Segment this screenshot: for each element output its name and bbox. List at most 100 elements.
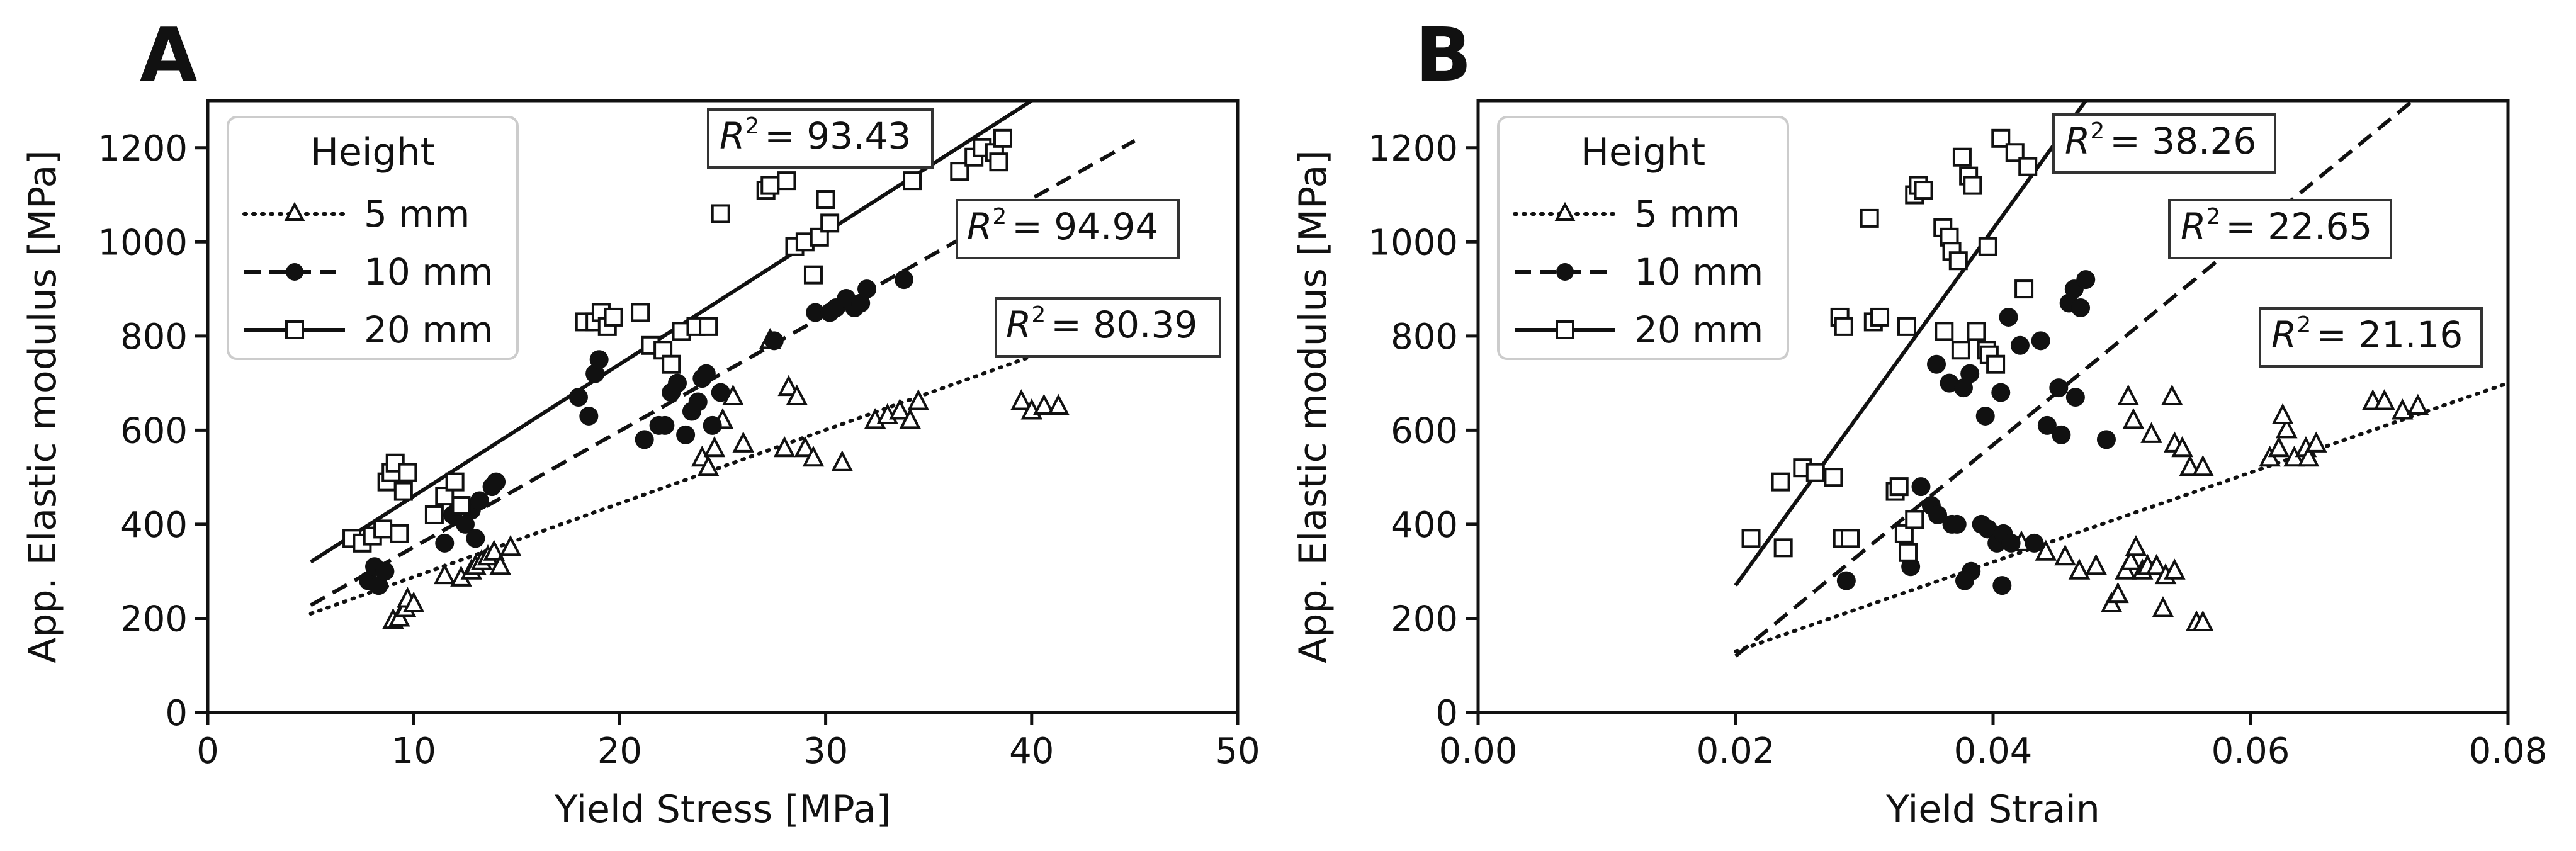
- point-5mm-b: [2305, 431, 2327, 453]
- circle-marker-icon: [1556, 263, 1574, 281]
- point-5mm-b: [2125, 534, 2147, 556]
- point-5mm-b: [2164, 558, 2186, 580]
- point-10mm-b: [1975, 406, 1995, 426]
- square-marker-icon: [1556, 320, 1574, 339]
- legend-title-a: Height: [310, 130, 435, 174]
- r2-text-20mm-b: R2 = 38.26: [2065, 118, 2256, 162]
- r2-box-20mm-b: R2 = 38.26: [2052, 113, 2276, 174]
- point-10mm-b: [2049, 378, 2069, 398]
- point-5mm-b: [2107, 582, 2129, 604]
- point-20mm-b: [1870, 307, 1890, 327]
- point-20mm-b: [1897, 317, 1916, 336]
- x-axis-label-a: Yield Stress [MPa]: [554, 787, 891, 831]
- point-5mm-b: [2192, 610, 2214, 631]
- point-20mm-b: [1952, 147, 1972, 167]
- point-20mm-a: [653, 341, 673, 360]
- point-20mm-a: [445, 472, 465, 492]
- ticks-b: 0.00 0.02 0.04 0.06 0.08 0 200 400 600 800 1000 120…: [1368, 128, 2547, 772]
- legend-entry-5mm-a: 5 mm: [242, 193, 470, 235]
- point-10mm-a: [764, 331, 784, 351]
- point-20mm-a: [604, 307, 623, 327]
- axes-frame-a: [206, 99, 1240, 714]
- point-10mm-a: [635, 430, 654, 449]
- point-20mm-b: [1889, 477, 1909, 497]
- x-tick-label-b: 0.00: [1439, 731, 1518, 772]
- point-10mm-a: [568, 388, 588, 407]
- point-10mm-b: [1955, 571, 1975, 590]
- point-5mm-a: [794, 436, 816, 458]
- point-5mm-b: [2192, 454, 2214, 476]
- y-axis-label-b: App. Elastic modulus [MPa]: [1291, 150, 1335, 663]
- point-10mm-b: [1928, 505, 1948, 524]
- r2-text-5mm-b: R2 = 21.16: [2271, 312, 2463, 356]
- r2-value-10mm-b: = 22.65: [2225, 205, 2372, 248]
- point-5mm-a: [899, 408, 922, 429]
- y-tick-label-a: 200: [120, 599, 188, 640]
- point-5mm-a: [483, 539, 506, 561]
- point-10mm-a: [487, 472, 506, 492]
- x-tick-label-a: 50: [1215, 731, 1260, 772]
- y-tick-label-b: 600: [1391, 410, 1458, 451]
- point-5mm-b: [2152, 596, 2174, 617]
- x-tick-label-a: 0: [196, 731, 219, 772]
- point-10mm-b: [1911, 477, 1931, 497]
- point-10mm-a: [369, 576, 388, 595]
- point-10mm-a: [579, 406, 599, 426]
- x-tick-label-b: 0.04: [1954, 731, 2033, 772]
- y-tick-label-a: 400: [120, 505, 188, 546]
- point-5mm-b: [2140, 422, 2162, 443]
- point-10mm-a: [703, 415, 722, 435]
- point-10mm-a: [688, 392, 708, 412]
- point-20mm-a: [777, 171, 796, 191]
- point-20mm-a: [390, 524, 409, 543]
- r2-box-5mm-b: R2 = 21.16: [2259, 307, 2483, 368]
- point-5mm-a: [777, 375, 799, 397]
- y-tick-label-a: 0: [165, 693, 188, 734]
- point-20mm-a: [451, 496, 471, 516]
- point-10mm-a: [851, 293, 871, 313]
- point-5mm-a: [433, 563, 456, 585]
- panel-b-label: B: [1415, 11, 1472, 98]
- legend-label-10mm-a: 10 mm: [364, 251, 493, 293]
- x-tick-label-b: 0.06: [2212, 731, 2290, 772]
- point-20mm-a: [662, 354, 681, 374]
- triangle-marker-icon: [1554, 201, 1576, 221]
- point-20mm-a: [816, 190, 835, 210]
- point-20mm-b: [1841, 529, 1860, 548]
- point-5mm-b: [2271, 403, 2294, 424]
- point-20mm-b: [1860, 208, 1879, 228]
- point-5mm-a: [907, 389, 930, 410]
- point-5mm-b: [2171, 436, 2193, 458]
- point-20mm-b: [1899, 543, 1918, 562]
- r2-text-10mm-b: R2 = 22.65: [2181, 204, 2372, 248]
- point-5mm-a: [889, 398, 911, 420]
- point-5mm-b: [2122, 408, 2145, 429]
- point-5mm-b: [2373, 389, 2395, 410]
- legend-b: Height 5 mm 10 mm 20 mm: [1497, 116, 1789, 360]
- point-10mm-b: [2010, 335, 2030, 355]
- point-20mm-a: [993, 128, 1012, 148]
- point-5mm-a: [1033, 393, 1055, 415]
- point-5mm-b: [2407, 393, 2429, 415]
- point-20mm-b: [2014, 279, 2034, 299]
- y-tick-label-b: 200: [1391, 599, 1458, 640]
- point-10mm-a: [470, 491, 489, 510]
- y-tick-label-b: 800: [1391, 317, 1458, 358]
- point-10mm-b: [1991, 383, 2011, 402]
- point-5mm-a: [786, 384, 808, 406]
- x-axis-label-b: Yield Strain: [1885, 787, 2100, 831]
- plot-area-a: [308, 101, 1137, 629]
- point-5mm-b: [2179, 454, 2201, 476]
- point-5mm-b: [2068, 558, 2091, 580]
- point-20mm-a: [424, 505, 444, 524]
- legend-label-5mm-a: 5 mm: [364, 193, 470, 235]
- point-5mm-b: [2297, 445, 2320, 467]
- point-20mm-a: [711, 204, 730, 223]
- r2-value-10mm-a: = 94.94: [1012, 205, 1158, 248]
- y-tick-label-a: 1200: [98, 128, 188, 169]
- point-20mm-a: [803, 265, 823, 285]
- point-5mm-a: [1048, 393, 1070, 415]
- point-10mm-a: [696, 364, 716, 383]
- point-10mm-b: [2096, 430, 2116, 449]
